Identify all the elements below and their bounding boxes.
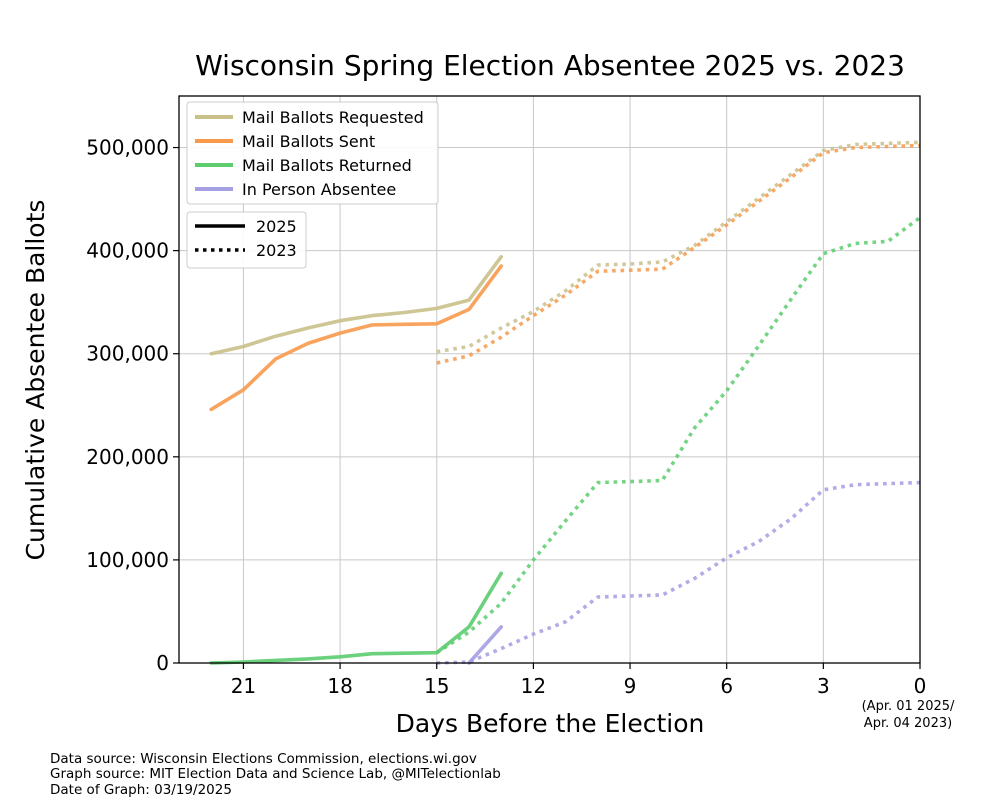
y-tick-label: 500,000 <box>86 136 169 160</box>
x-tick-label: 18 <box>327 674 352 698</box>
x-tick-label: 6 <box>720 674 733 698</box>
x-tick-label: 9 <box>624 674 637 698</box>
gridlines <box>179 96 921 664</box>
y-tick-label: 0 <box>156 651 169 675</box>
chart-title: Wisconsin Spring Election Absentee 2025 … <box>195 49 905 82</box>
legend-series: Mail Ballots Requested Mail Ballots Sent… <box>186 101 439 205</box>
legend-label-in-person: In Person Absentee <box>242 180 396 199</box>
series-mail-ballots-requested-2025 <box>209 254 504 356</box>
election-date-note-line1: (Apr. 01 2025/ <box>862 699 955 714</box>
legend-label-2025: 2025 <box>256 217 297 236</box>
legend-years: 2025 2023 <box>186 211 307 269</box>
x-tick-label: 15 <box>424 674 449 698</box>
y-tick-label: 100,000 <box>86 548 169 572</box>
x-tick-label: 0 <box>914 674 927 698</box>
y-tick-label: 200,000 <box>86 445 169 469</box>
footer-data-source: Data source: Wisconsin Elections Commiss… <box>50 751 477 767</box>
x-tick-label: 3 <box>817 674 830 698</box>
x-axis-label: Days Before the Election <box>396 709 705 738</box>
y-tick-label: 300,000 <box>86 342 169 366</box>
series-mail-ballots-sent-2023 <box>436 143 921 365</box>
footer-graph-source: Graph source: MIT Election Data and Scie… <box>50 766 501 782</box>
series-mail-ballots-sent-2025 <box>209 264 504 412</box>
series-in-person-absentee-2025 <box>467 625 504 665</box>
legend-series-box <box>186 101 439 205</box>
series-in-person-absentee-2023 <box>436 480 921 665</box>
series-mail-ballots-requested-2023 <box>436 140 921 354</box>
y-axis-label: Cumulative Absentee Ballots <box>21 200 50 561</box>
plot-frame <box>178 95 921 664</box>
axis-ticks: 21 18 15 12 9 6 3 0 0 100,000 200,000 300,000 400,00… <box>86 136 926 698</box>
legend-label-sent: Mail Ballots Sent <box>242 132 375 151</box>
election-date-note-line2: Apr. 04 2023) <box>864 716 952 731</box>
series-mail-ballots-returned-2025 <box>209 571 504 665</box>
x-tick-label: 21 <box>231 674 256 698</box>
legend-label-returned: Mail Ballots Returned <box>242 156 412 175</box>
footer-date: Date of Graph: 03/19/2025 <box>50 782 232 798</box>
legend-label-requested: Mail Ballots Requested <box>242 108 424 127</box>
x-tick-label: 12 <box>521 674 546 698</box>
series-lines <box>209 140 922 665</box>
series-mail-ballots-returned-2023 <box>435 216 922 655</box>
y-tick-label: 400,000 <box>86 239 169 263</box>
legend-label-2023: 2023 <box>256 241 297 260</box>
